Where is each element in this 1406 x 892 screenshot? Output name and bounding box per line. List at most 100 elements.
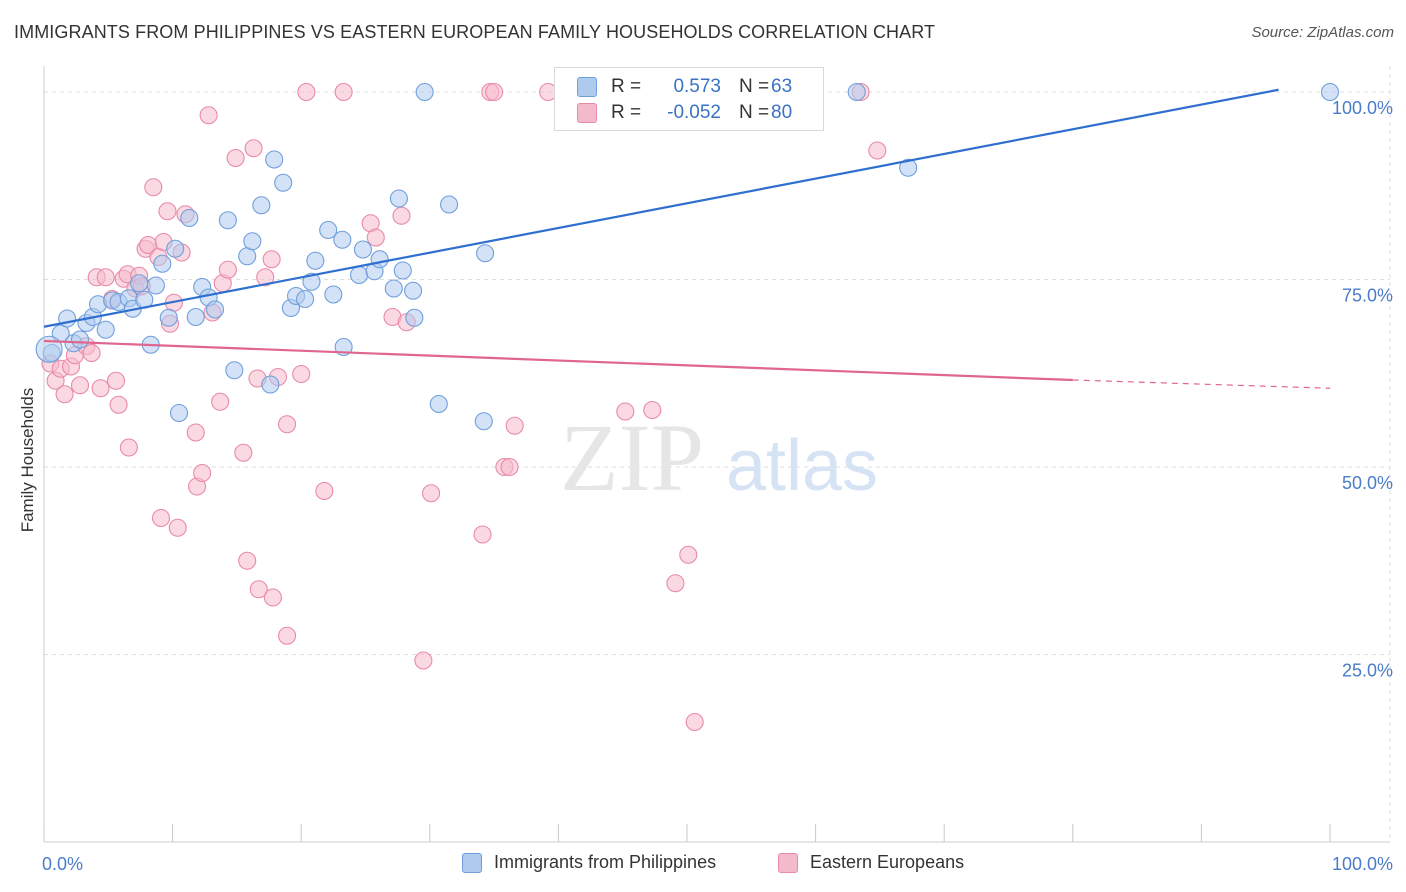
point-eastern-europeans — [256, 268, 275, 287]
point-eastern-europeans — [211, 392, 230, 411]
legend-swatch-pink — [577, 103, 597, 123]
series-eastern-europeans — [41, 82, 887, 732]
stats-legend: R = 0.573 N = 63 R = -0.052 N = 80 — [554, 67, 824, 131]
point-eastern-europeans — [500, 457, 519, 477]
point-eastern-europeans — [422, 484, 441, 503]
point-philippines — [384, 279, 403, 298]
series-legend: Immigrants from Philippines Eastern Euro… — [0, 852, 1406, 878]
legend-n-label: N = — [739, 102, 770, 123]
point-philippines — [415, 82, 434, 102]
legend-swatch-blue — [577, 77, 597, 97]
point-eastern-europeans — [144, 178, 163, 197]
point-eastern-europeans — [218, 260, 237, 279]
point-philippines — [70, 330, 90, 349]
point-philippines — [96, 320, 115, 339]
legend-item-eastern-europeans[interactable]: Eastern Europeans — [778, 852, 964, 873]
point-eastern-europeans — [292, 364, 311, 384]
point-eastern-europeans — [473, 525, 492, 544]
point-eastern-europeans — [278, 415, 297, 434]
point-philippines — [180, 208, 199, 228]
legend-r-label: R = — [611, 102, 642, 123]
point-philippines — [429, 394, 448, 414]
point-philippines — [265, 150, 284, 169]
point-eastern-europeans — [643, 400, 662, 420]
point-philippines — [296, 289, 315, 309]
point-philippines — [350, 265, 369, 285]
point-philippines — [169, 403, 189, 423]
point-eastern-europeans — [91, 379, 110, 398]
legend-r-label: R = — [611, 76, 642, 97]
watermark: ZIP atlas — [560, 404, 878, 511]
x-tick-label: 100.0% — [1332, 854, 1393, 874]
point-philippines — [225, 361, 244, 380]
series-philippines — [35, 82, 1340, 431]
point-philippines — [261, 375, 280, 394]
y-tick-label: 50.0% — [1342, 473, 1393, 493]
point-philippines — [153, 254, 172, 273]
point-eastern-europeans — [278, 626, 297, 645]
watermark-atlas: atlas — [726, 426, 878, 506]
x-tick-label: 0.0% — [42, 854, 83, 874]
point-eastern-europeans — [366, 228, 385, 247]
legend-n-value: 63 — [771, 76, 793, 97]
point-philippines-cluster — [35, 335, 63, 363]
legend-n-value: 80 — [771, 102, 793, 123]
point-philippines — [404, 281, 423, 300]
point-eastern-europeans — [679, 545, 698, 564]
trend-extension-eastern-europeans — [1072, 379, 1331, 389]
point-eastern-europeans — [168, 518, 187, 537]
trend-line-eastern-europeans — [43, 339, 1073, 382]
point-philippines — [847, 82, 866, 102]
point-eastern-europeans — [151, 508, 171, 528]
point-eastern-europeans — [70, 376, 90, 395]
point-philippines — [324, 285, 343, 304]
point-philippines — [166, 239, 185, 258]
point-philippines — [205, 300, 225, 319]
point-philippines — [1320, 82, 1340, 102]
y-tick-label: 25.0% — [1342, 661, 1393, 681]
point-eastern-europeans — [106, 371, 126, 390]
point-philippines — [243, 232, 262, 251]
point-philippines — [306, 251, 325, 270]
y-tick-label: 100.0% — [1332, 98, 1393, 118]
source-label: Source: ZipAtlas.com — [1251, 24, 1394, 41]
point-philippines — [238, 247, 257, 266]
point-eastern-europeans — [82, 343, 101, 363]
legend-n-label: N = — [739, 76, 770, 97]
point-philippines — [393, 261, 412, 280]
point-philippines — [130, 274, 149, 293]
point-philippines — [302, 272, 321, 291]
trend-line-philippines — [43, 88, 1279, 328]
point-philippines — [474, 412, 493, 431]
point-philippines — [353, 240, 372, 259]
point-philippines — [389, 189, 408, 208]
point-eastern-europeans — [249, 580, 268, 599]
point-eastern-europeans — [392, 206, 411, 225]
axes — [43, 66, 1390, 843]
point-eastern-europeans — [186, 423, 205, 442]
legend-swatch-blue — [462, 852, 482, 873]
trend-lines — [43, 88, 1331, 389]
legend-row-philippines: R = 0.573 N = 63 — [577, 75, 792, 99]
legend-label-eastern-europeans: Eastern Europeans — [810, 852, 965, 872]
point-eastern-europeans — [238, 551, 257, 570]
point-eastern-europeans — [414, 651, 433, 670]
point-philippines — [146, 276, 165, 295]
point-eastern-europeans — [234, 443, 253, 462]
point-eastern-europeans — [485, 82, 504, 102]
point-eastern-europeans — [199, 106, 218, 125]
point-philippines — [405, 308, 424, 327]
point-philippines — [274, 173, 293, 192]
legend-row-eastern-europeans: R = -0.052 N = 80 — [577, 101, 792, 125]
point-philippines — [440, 195, 459, 214]
legend-label-philippines: Immigrants from Philippines — [494, 852, 717, 872]
legend-item-philippines[interactable]: Immigrants from Philippines — [462, 852, 716, 873]
point-philippines — [899, 158, 918, 177]
legend-swatch-pink — [778, 852, 798, 873]
tick-labels: 25.0% 50.0% 75.0% 100.0% 0.0% 100.0% — [42, 98, 1393, 874]
point-eastern-europeans — [158, 202, 177, 221]
point-philippines — [218, 211, 237, 230]
chart-title: IMMIGRANTS FROM PHILIPPINES VS EASTERN E… — [14, 22, 936, 42]
y-tick-label: 75.0% — [1342, 286, 1393, 306]
point-eastern-europeans — [263, 588, 282, 607]
